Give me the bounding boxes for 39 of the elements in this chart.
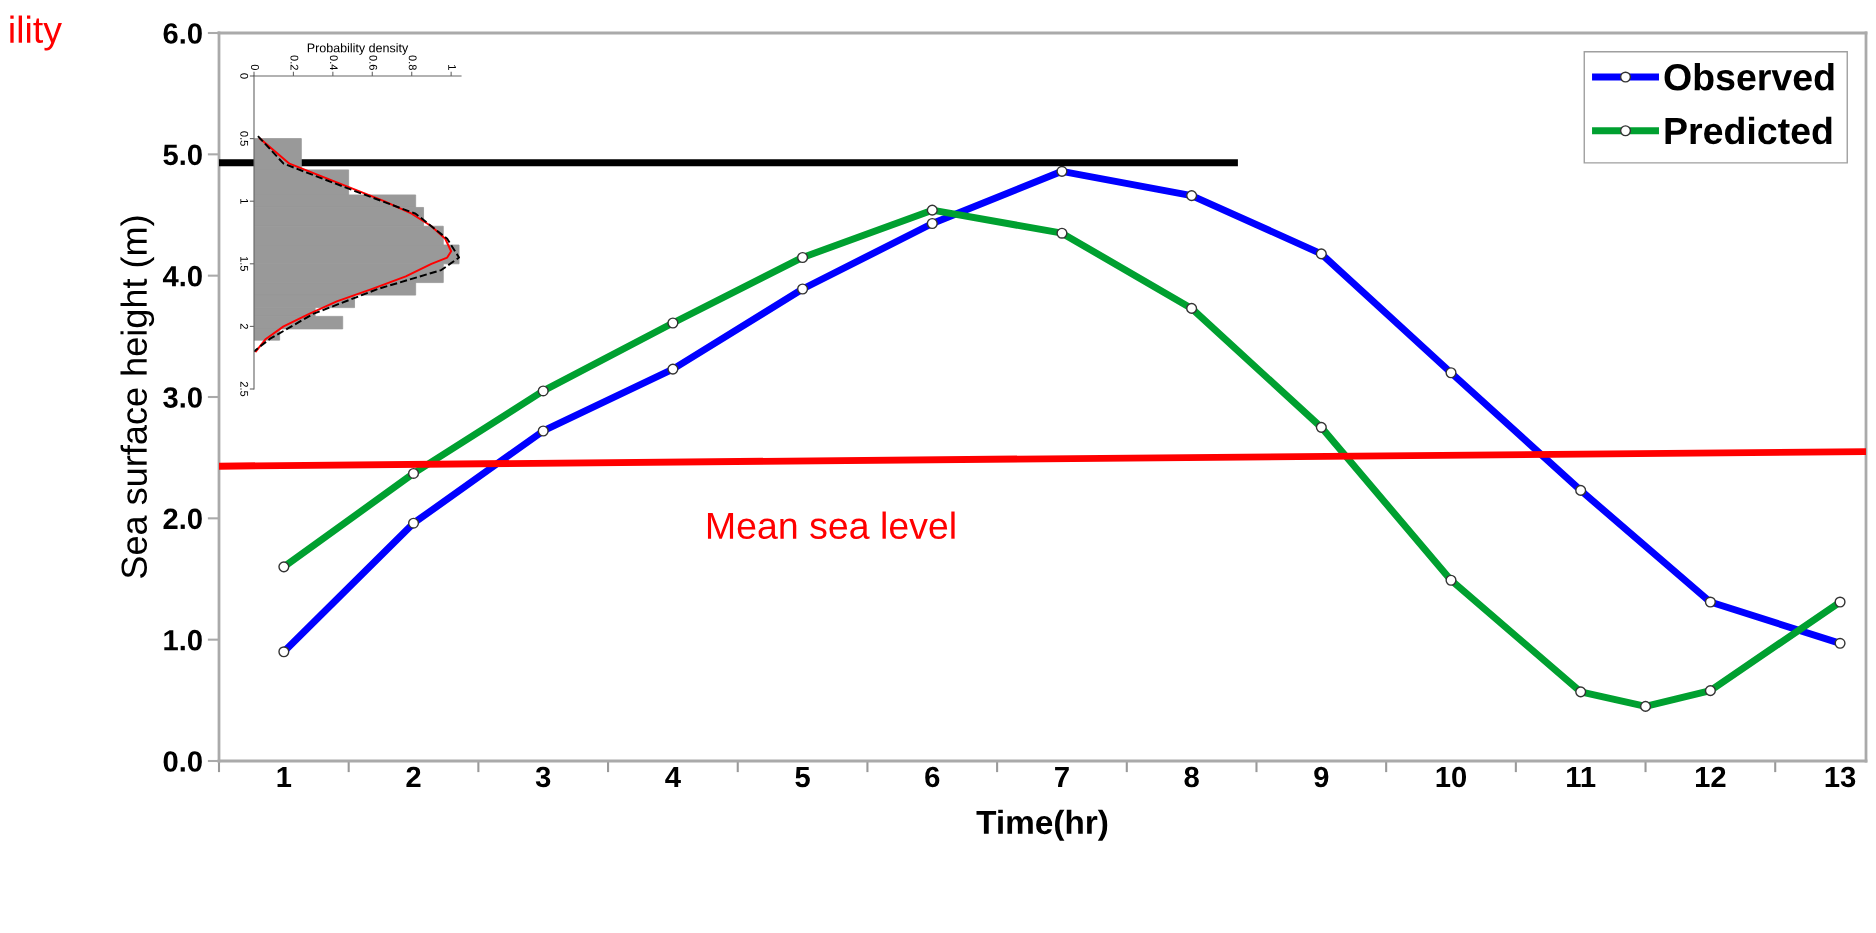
x-tick-label: 2 bbox=[406, 766, 421, 787]
y-tick-label: 2.5 bbox=[240, 381, 249, 397]
y-tick-label: 0.0 bbox=[163, 751, 202, 772]
x-tick-label: 6 bbox=[925, 766, 940, 788]
y-tick-label: 1.0 bbox=[164, 629, 202, 651]
x-tick-label: 8 bbox=[1184, 766, 1199, 788]
x-tick-label: 5 bbox=[795, 766, 810, 788]
x-tick-label: 0 bbox=[251, 64, 259, 71]
y-tick-label: 0.5 bbox=[240, 131, 249, 146]
x-tick-label: 13 bbox=[1825, 766, 1856, 788]
x-tick-label: 11 bbox=[1567, 766, 1596, 787]
x-tick-label: 3 bbox=[535, 766, 551, 788]
x-tick-label: 9 bbox=[1314, 766, 1329, 788]
x-axis-title: Time(hr) bbox=[976, 809, 1108, 841]
legend-label: Predicted bbox=[1665, 116, 1832, 145]
y-tick-label: 3.0 bbox=[163, 387, 202, 408]
annotation: Mean sea level bbox=[707, 511, 955, 540]
x-tick-label: 10 bbox=[1436, 766, 1467, 788]
y-tick-label: 1 bbox=[240, 198, 249, 204]
y-tick-label: 1.5 bbox=[240, 256, 249, 272]
x-tick-label: 4 bbox=[665, 766, 681, 787]
y-tick-label: 4.0 bbox=[162, 265, 202, 287]
x-tick-label: 12 bbox=[1696, 766, 1726, 787]
x-tick-label: 0.6 bbox=[369, 55, 378, 70]
x-tick-label: 1 bbox=[277, 766, 292, 787]
legend-label: Observed bbox=[1664, 63, 1834, 91]
y-tick-label: 2.0 bbox=[163, 508, 202, 530]
x-tick-label: 1 bbox=[448, 65, 456, 70]
x-tick-label: 0.4 bbox=[329, 55, 338, 71]
y-axis-title: Sea surface height (m) bbox=[120, 216, 155, 578]
y-tick-label: 6.0 bbox=[163, 23, 202, 44]
x-axis-title: Probability density bbox=[307, 43, 409, 55]
y-tick-label: 0 bbox=[240, 73, 249, 79]
y-tick-label: 2 bbox=[240, 323, 249, 329]
text: ility bbox=[10, 15, 62, 51]
x-tick-label: 0.2 bbox=[290, 55, 299, 70]
x-tick-label: 7 bbox=[1055, 766, 1069, 787]
y-tick-label: 5.0 bbox=[163, 144, 202, 166]
x-tick-label: 0.8 bbox=[408, 55, 417, 70]
